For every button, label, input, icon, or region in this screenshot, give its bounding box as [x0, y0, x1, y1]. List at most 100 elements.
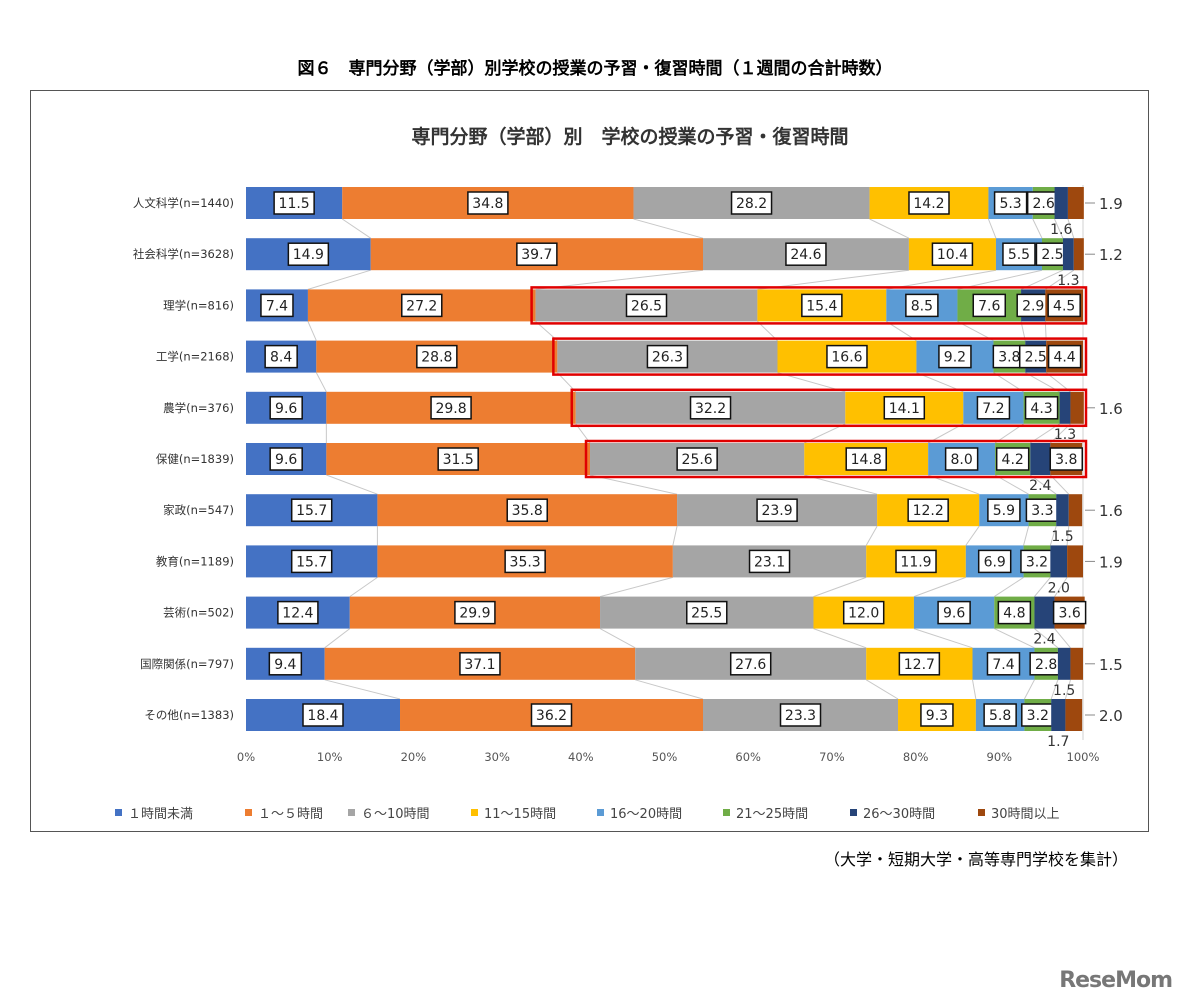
x-tick-label: 10%	[317, 750, 343, 764]
series-connector-line	[972, 679, 977, 700]
data-label-box	[467, 191, 509, 215]
data-label: 7.4	[266, 298, 288, 314]
bar-segment	[1067, 545, 1083, 578]
data-label: 1.5	[1051, 529, 1073, 545]
category-label: 社会科学(n=3628)	[133, 247, 234, 261]
data-label: 5.3	[999, 196, 1021, 212]
data-label: 35.3	[510, 554, 541, 570]
series-connector-line	[1064, 679, 1071, 700]
data-label-box	[938, 344, 972, 369]
series-connector-line	[913, 576, 966, 598]
legend-label: １～５時間	[258, 807, 323, 822]
data-label-box	[785, 242, 827, 266]
data-label: 2.0	[1099, 707, 1123, 725]
data-label-box	[983, 703, 1017, 727]
data-label-box	[826, 344, 868, 369]
data-label-box	[686, 600, 728, 625]
x-tick-label: 80%	[903, 750, 929, 764]
data-label-box	[908, 191, 950, 215]
data-label-box	[748, 549, 791, 574]
chart-frame	[30, 90, 1149, 832]
data-label: 11.9	[900, 554, 931, 570]
series-connector-line	[307, 269, 371, 290]
data-label: 1.5	[1053, 683, 1075, 699]
series-connector-line	[865, 679, 899, 700]
data-label: 4.5	[1053, 298, 1075, 314]
bar-segment	[1054, 187, 1068, 219]
x-tick-label: 0%	[237, 750, 255, 764]
data-label: 2.5	[1041, 247, 1063, 263]
legend-swatch	[115, 809, 122, 816]
data-label: 9.2	[944, 350, 966, 366]
series-connector-line	[1050, 679, 1059, 700]
chart-title: 専門分野（学部）別 学校の授業の予習・復習時間	[411, 125, 848, 148]
data-label: 2.6	[1033, 196, 1055, 212]
data-label: 7.2	[982, 401, 1004, 417]
legend-label: 26～30時間	[863, 807, 935, 822]
series-connector-line	[813, 628, 867, 649]
data-label-box	[977, 549, 1012, 574]
legend-label: 21～25時間	[736, 807, 808, 822]
x-tick-label: 20%	[401, 750, 427, 764]
series-connector-line	[1034, 577, 1051, 597]
data-label: 1.9	[1099, 195, 1123, 213]
category-label: その他(n=1383)	[144, 708, 234, 722]
footnote: （大学・短期大学・高等専門学校を集計）	[823, 850, 1128, 869]
data-label: 2.8	[1035, 657, 1057, 673]
series-connector-line	[1067, 218, 1075, 239]
bar-segment	[1057, 647, 1071, 680]
data-label-box	[287, 242, 330, 266]
legend-label: １時間未満	[128, 807, 193, 822]
legend-swatch	[471, 809, 478, 816]
data-label: 29.8	[435, 401, 466, 417]
data-label-box	[907, 498, 949, 522]
data-label: 3.2	[1027, 708, 1049, 724]
data-label: 16.6	[831, 350, 862, 366]
data-label: 1.9	[1099, 553, 1123, 571]
data-label-box	[437, 447, 479, 471]
series-connector-line	[672, 526, 678, 546]
data-label: 5.9	[993, 503, 1015, 519]
data-label: 2.0	[1048, 580, 1070, 596]
legend-swatch	[245, 809, 252, 816]
bar-segment	[1030, 443, 1051, 475]
data-label-box	[730, 191, 773, 215]
category-label: 保健(n=1839)	[156, 452, 234, 466]
data-label-box	[883, 396, 926, 420]
data-label-box	[625, 293, 668, 318]
series-connector-line	[349, 576, 378, 598]
data-label: 9.6	[275, 401, 297, 417]
series-connector-line	[341, 218, 371, 239]
data-label: 12.2	[913, 503, 944, 519]
data-label: 14.2	[913, 196, 944, 212]
category-label: 人文科学(n=1440)	[133, 196, 234, 210]
data-label: 37.1	[464, 657, 495, 673]
data-label: 31.5	[443, 452, 474, 468]
bar-segment	[1034, 596, 1055, 629]
data-label: 28.8	[421, 350, 452, 366]
bar-segment	[1051, 699, 1066, 731]
data-label: 15.7	[296, 554, 327, 570]
legend-swatch	[348, 809, 355, 816]
data-label: 15.4	[806, 298, 837, 314]
data-label-box	[987, 498, 1021, 522]
data-label: 3.8	[1055, 452, 1077, 468]
series-connector-line	[987, 218, 997, 239]
series-connector-line	[1054, 577, 1068, 597]
resemom-logo: ReseMom	[1059, 968, 1173, 993]
bar-segment	[1067, 187, 1084, 219]
data-label: 3.6	[1058, 606, 1080, 622]
data-label: 4.8	[1003, 606, 1025, 622]
category-label: 工学(n=2168)	[156, 350, 234, 364]
series-connector-line	[324, 679, 401, 700]
series-connector-line	[1023, 679, 1035, 700]
data-label: 5.8	[989, 708, 1011, 724]
data-label-box	[801, 293, 843, 318]
data-label: 9.6	[943, 606, 965, 622]
data-label-box	[898, 652, 941, 676]
series-connector-line	[994, 576, 1024, 598]
data-label-box	[264, 344, 298, 369]
data-label: 39.7	[521, 247, 552, 263]
data-label: 2.5	[1025, 350, 1047, 366]
